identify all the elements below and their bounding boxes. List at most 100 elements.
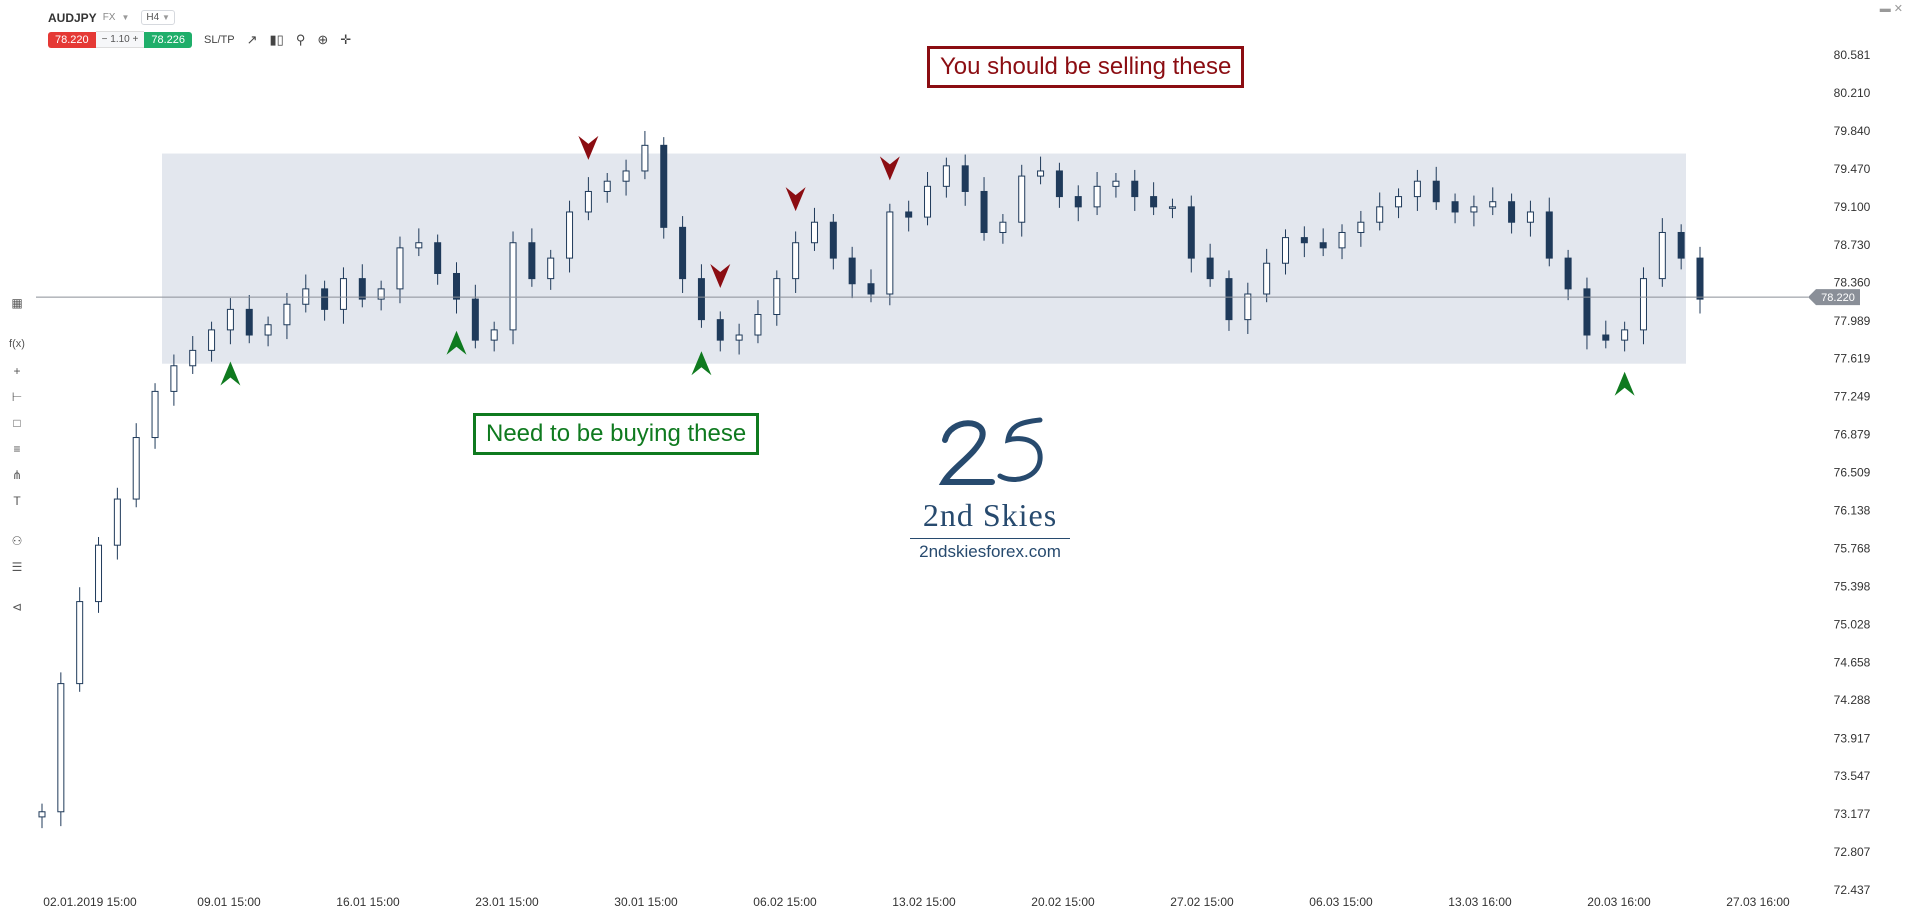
current-price-label: 78.220 [1821, 292, 1855, 304]
candle [1395, 196, 1403, 208]
y-tick-label: 75.768 [1834, 541, 1871, 555]
candle [1300, 237, 1308, 244]
buy-button[interactable]: 78.226 [144, 31, 193, 48]
fibonacci-tool-icon[interactable]: ≡ [13, 442, 21, 456]
y-tick-label: 75.398 [1834, 579, 1871, 593]
sell-arrow-icon [710, 263, 731, 288]
candle [1018, 175, 1026, 223]
candle [434, 242, 442, 274]
candle [1451, 201, 1459, 213]
chart-settings-icon[interactable]: ⚇ [11, 534, 23, 548]
trade-row: 78.220 − 1.10 + 78.226 SL/TP ↗ ▮▯ ⚲ ⊕ ✛ [48, 31, 351, 48]
line-tool-icon[interactable]: ⊢ [11, 390, 23, 404]
timeframe-label: H4 [146, 12, 160, 23]
candle [38, 811, 46, 818]
candle [999, 221, 1007, 233]
candle [339, 278, 347, 310]
candle [113, 498, 121, 546]
text-tool-icon[interactable]: T [13, 494, 21, 508]
candle [1470, 206, 1478, 213]
panel-icon[interactable]: ▦ [11, 296, 23, 310]
crosshair-icon[interactable]: ✛ [340, 31, 352, 47]
y-tick-label: 76.879 [1834, 428, 1871, 442]
x-tick-label: 13.03 16:00 [1448, 895, 1512, 909]
x-tick-label: 23.01 15:00 [475, 895, 539, 909]
candle [396, 247, 404, 290]
arrows-layer [220, 135, 1635, 396]
symbol-label[interactable]: AUDJPY [48, 10, 97, 25]
chevron-down-icon[interactable]: ▼ [121, 13, 130, 22]
minimize-icon[interactable]: ▬ [1879, 3, 1891, 15]
rectangle-tool-icon[interactable]: □ [13, 416, 21, 430]
y-tick-label: 80.581 [1834, 48, 1871, 62]
candle [1508, 201, 1516, 223]
close-icon[interactable]: ✕ [1893, 3, 1903, 15]
x-tick-label: 20.02 15:00 [1031, 895, 1095, 909]
sltp-button[interactable]: SL/TP [204, 33, 235, 46]
zoom-out-icon[interactable]: ⚲ [295, 31, 306, 47]
candle [1658, 231, 1666, 280]
share-icon[interactable]: ⊲ [11, 600, 23, 614]
logo-brand: 2nd Skies [922, 497, 1058, 533]
candle [603, 180, 611, 192]
candle [848, 257, 856, 285]
buy-arrow-icon [446, 330, 467, 355]
candle [622, 170, 630, 182]
line-chart-icon[interactable]: ↗ [246, 31, 258, 47]
candle [1338, 231, 1346, 249]
candle [1639, 278, 1647, 331]
candle [735, 334, 743, 341]
quantity-value[interactable]: 1.10 [110, 34, 130, 45]
candle [377, 288, 385, 300]
candle [132, 437, 140, 500]
y-tick-label: 73.547 [1834, 769, 1871, 783]
candle [245, 308, 253, 336]
y-tick-label: 72.437 [1834, 883, 1871, 897]
x-tick-label: 06.02 15:00 [753, 895, 817, 909]
candle [95, 544, 103, 603]
candle [76, 601, 84, 685]
candle [1168, 206, 1176, 209]
candle [1319, 242, 1327, 249]
y-axis: 80.581 80.210 79.840 79.470 79.100 78.730 78.3… [1834, 48, 1871, 897]
x-tick-label: 09.01 15:00 [197, 895, 261, 909]
candle [57, 683, 65, 813]
candle [358, 278, 366, 300]
candle [584, 190, 592, 213]
candle [641, 144, 649, 172]
candle [547, 257, 555, 280]
x-tick-label: 16.01 15:00 [336, 895, 400, 909]
window-controls: ▬ ✕ [1880, 2, 1903, 15]
candle [1489, 201, 1497, 208]
sell-arrow-icon [879, 156, 900, 181]
candle [867, 283, 875, 295]
layers-icon[interactable]: ☰ [11, 560, 23, 574]
x-tick-label: 30.01 15:00 [614, 895, 678, 909]
y-tick-label: 77.989 [1834, 314, 1871, 328]
candle [1074, 196, 1082, 208]
sell-annotation: You should be selling these [927, 46, 1245, 88]
sell-button[interactable]: 78.220 [48, 31, 96, 48]
logo-mark-icon [938, 417, 1043, 485]
pitchfork-tool-icon[interactable]: ⋔ [11, 468, 23, 482]
candle [302, 288, 310, 305]
y-tick-label: 74.288 [1834, 693, 1871, 707]
quantity-stepper[interactable]: − 1.10 + [95, 31, 145, 48]
candle [1187, 206, 1195, 259]
candle [1263, 262, 1271, 295]
sell-arrow-icon [785, 187, 806, 212]
candle [1602, 334, 1610, 341]
buy-arrow-icon [691, 351, 712, 376]
x-tick-label: 20.03 16:00 [1587, 895, 1651, 909]
y-tick-label: 73.177 [1834, 807, 1871, 821]
indicators-icon[interactable]: f(x) [9, 338, 25, 350]
zoom-in-icon[interactable]: ⊕ [317, 31, 329, 47]
chevron-down-icon: ▼ [161, 13, 170, 22]
candles-icon[interactable]: ▮▯ [269, 31, 284, 47]
buy-arrow-icon [220, 361, 241, 386]
crosshair-tool-icon[interactable]: + [13, 364, 21, 378]
timeframe-select[interactable]: H4 ▼ [141, 10, 175, 25]
candle [942, 165, 950, 187]
candle [1376, 206, 1384, 223]
